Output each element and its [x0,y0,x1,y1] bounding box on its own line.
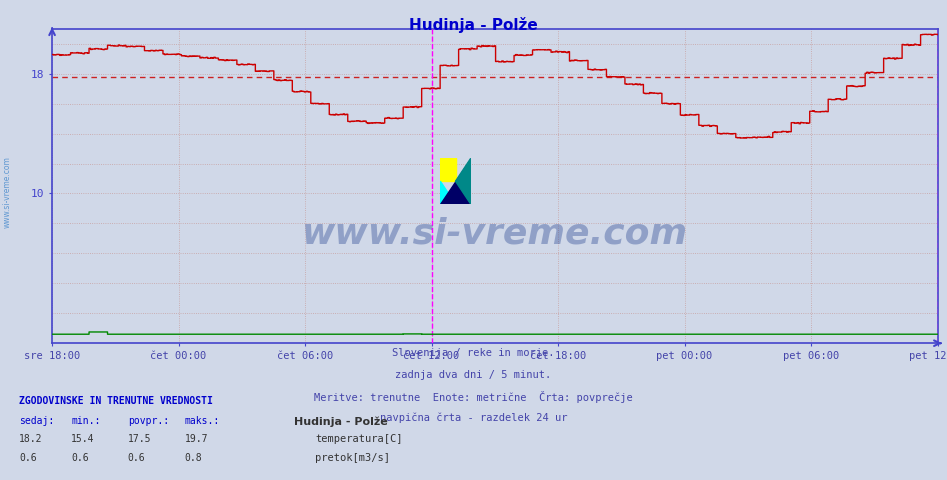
Text: temperatura[C]: temperatura[C] [315,434,402,444]
Text: pretok[m3/s]: pretok[m3/s] [315,453,390,463]
Text: Slovenija / reke in morje.: Slovenija / reke in morje. [392,348,555,358]
Text: www.si-vreme.com: www.si-vreme.com [302,216,688,250]
Text: 0.6: 0.6 [71,453,89,463]
Polygon shape [440,181,456,204]
Text: 0.6: 0.6 [19,453,37,463]
Text: ZGODOVINSKE IN TRENUTNE VREDNOSTI: ZGODOVINSKE IN TRENUTNE VREDNOSTI [19,396,213,406]
Bar [440,158,456,181]
Text: min.:: min.: [71,416,100,426]
Text: 17.5: 17.5 [128,434,152,444]
Text: 0.6: 0.6 [128,453,146,463]
Text: Meritve: trenutne  Enote: metrične  Črta: povprečje: Meritve: trenutne Enote: metrične Črta: … [314,391,633,403]
Text: www.si-vreme.com: www.si-vreme.com [3,156,12,228]
Text: 18.2: 18.2 [19,434,43,444]
Text: 19.7: 19.7 [185,434,208,444]
Polygon shape [456,158,471,204]
Text: povpr.:: povpr.: [128,416,169,426]
Text: sedaj:: sedaj: [19,416,54,426]
Text: navpična črta - razdelek 24 ur: navpična črta - razdelek 24 ur [380,413,567,423]
Text: 15.4: 15.4 [71,434,95,444]
Text: zadnja dva dni / 5 minut.: zadnja dva dni / 5 minut. [396,370,551,380]
Text: maks.:: maks.: [185,416,220,426]
Text: Hudinja - Polže: Hudinja - Polže [409,17,538,33]
Polygon shape [440,158,471,204]
Text: Hudinja - Polže: Hudinja - Polže [294,416,387,427]
Text: 0.8: 0.8 [185,453,203,463]
